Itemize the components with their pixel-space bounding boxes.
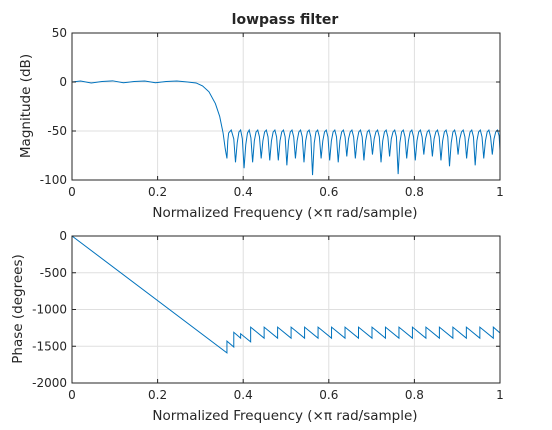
magnitude-y-tick-label: 50: [52, 26, 67, 40]
phase-y-tick-label: -1500: [32, 339, 67, 353]
magnitude-series-line: [71, 80, 501, 176]
phase-x-axis-label: Normalized Frequency (×π rad/sample): [152, 408, 417, 424]
magnitude-x-tick-label: 0: [68, 185, 76, 199]
phase-y-tick-label: -500: [40, 266, 67, 280]
phase-y-axis-label: Phase (degrees): [10, 254, 26, 363]
phase-series-line: [71, 235, 501, 354]
magnitude-x-tick-label: 0.4: [234, 185, 253, 199]
phase-y-tick-label: 0: [59, 229, 67, 243]
magnitude-y-axis-label: Magnitude (dB): [18, 54, 34, 158]
magnitude-x-tick-label: 0.8: [405, 185, 424, 199]
phase-y-tick-label: -1000: [32, 303, 67, 317]
magnitude-x-tick-label: 0.2: [148, 185, 167, 199]
phase-axes: 0 0.2 0.4 0.6 0.8 1 -2000 -1500 -1000 -500 0: [32, 229, 504, 402]
magnitude-axes-box: [71, 32, 501, 181]
phase-y-tick-label: -2000: [32, 376, 67, 390]
chart-title: lowpass filter: [232, 12, 339, 28]
magnitude-y-tick-label: -50: [47, 124, 67, 138]
magnitude-x-tick-label: 0.6: [319, 185, 338, 199]
phase-x-tick-label: 0.6: [319, 388, 338, 402]
phase-x-tick-label: 0.8: [405, 388, 424, 402]
phase-x-tick-label: 0: [68, 388, 76, 402]
phase-x-tick-label: 1: [496, 388, 504, 402]
magnitude-y-tick-label: -100: [40, 173, 67, 187]
magnitude-axes: 0 0.2 0.4 0.6 0.8 1 -100 -50 0 50: [40, 26, 504, 199]
magnitude-x-tick-label: 1: [496, 185, 504, 199]
magnitude-y-tick-label: 0: [59, 75, 67, 89]
phase-x-tick-label: 0.4: [234, 388, 253, 402]
phase-x-tick-label: 0.2: [148, 388, 167, 402]
magnitude-x-axis-label: Normalized Frequency (×π rad/sample): [152, 205, 417, 221]
